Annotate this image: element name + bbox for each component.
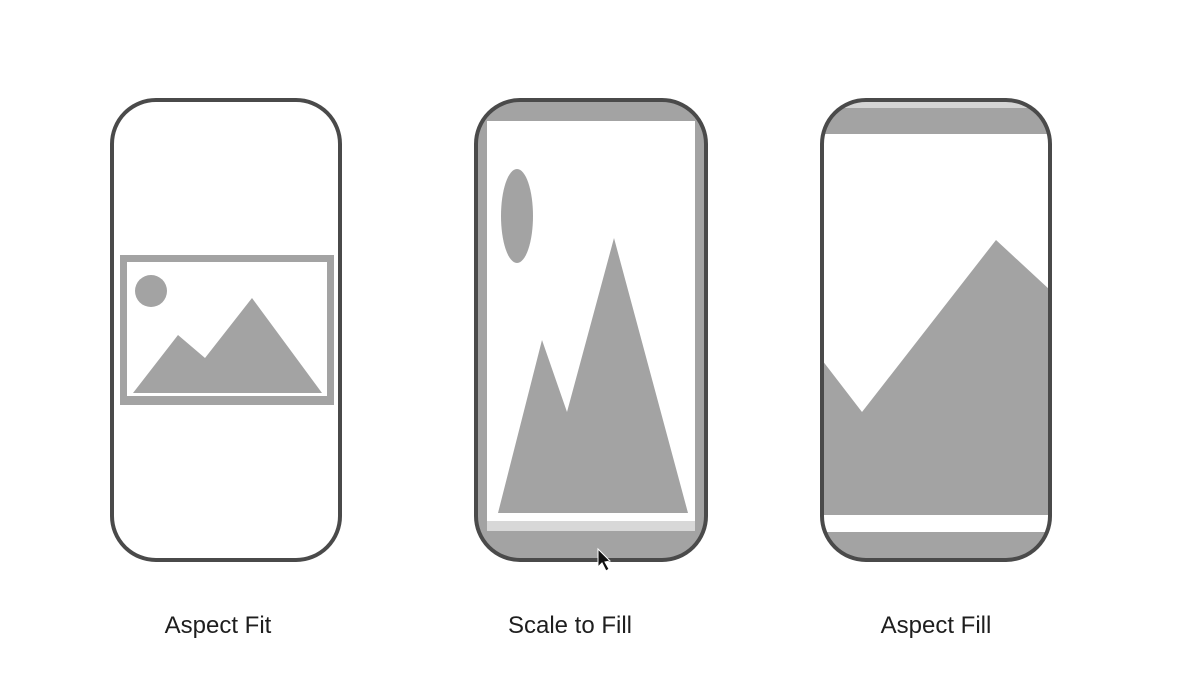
scale-to-fill-example: [474, 98, 708, 562]
mountains-shape: [133, 298, 322, 393]
aspect-fill-label: Aspect Fill: [880, 612, 992, 639]
aspect-fit-example: [110, 98, 342, 562]
aspect-fit-label: Aspect Fit: [164, 612, 272, 639]
phone-frame: [110, 98, 342, 562]
phone-frame: [474, 98, 708, 562]
mountains-shape: [498, 238, 688, 513]
sun-ellipse: [501, 169, 533, 263]
scale-to-fill-image: [476, 100, 706, 560]
image-top-light-band: [822, 100, 1050, 108]
mountains-shape: [822, 240, 1050, 515]
sun-circle: [135, 275, 167, 307]
aspect-fit-image: [120, 255, 334, 405]
phone-frame: [820, 98, 1052, 562]
mouse-pointer-icon: [597, 547, 612, 572]
image-bottom-border: [822, 532, 1050, 560]
aspect-fill-image: [822, 100, 1050, 560]
image-bottom-band: [487, 521, 695, 531]
image-top-border: [822, 108, 1050, 134]
scale-to-fill-label: Scale to Fill: [507, 612, 633, 639]
aspect-fill-example: [820, 98, 1052, 562]
